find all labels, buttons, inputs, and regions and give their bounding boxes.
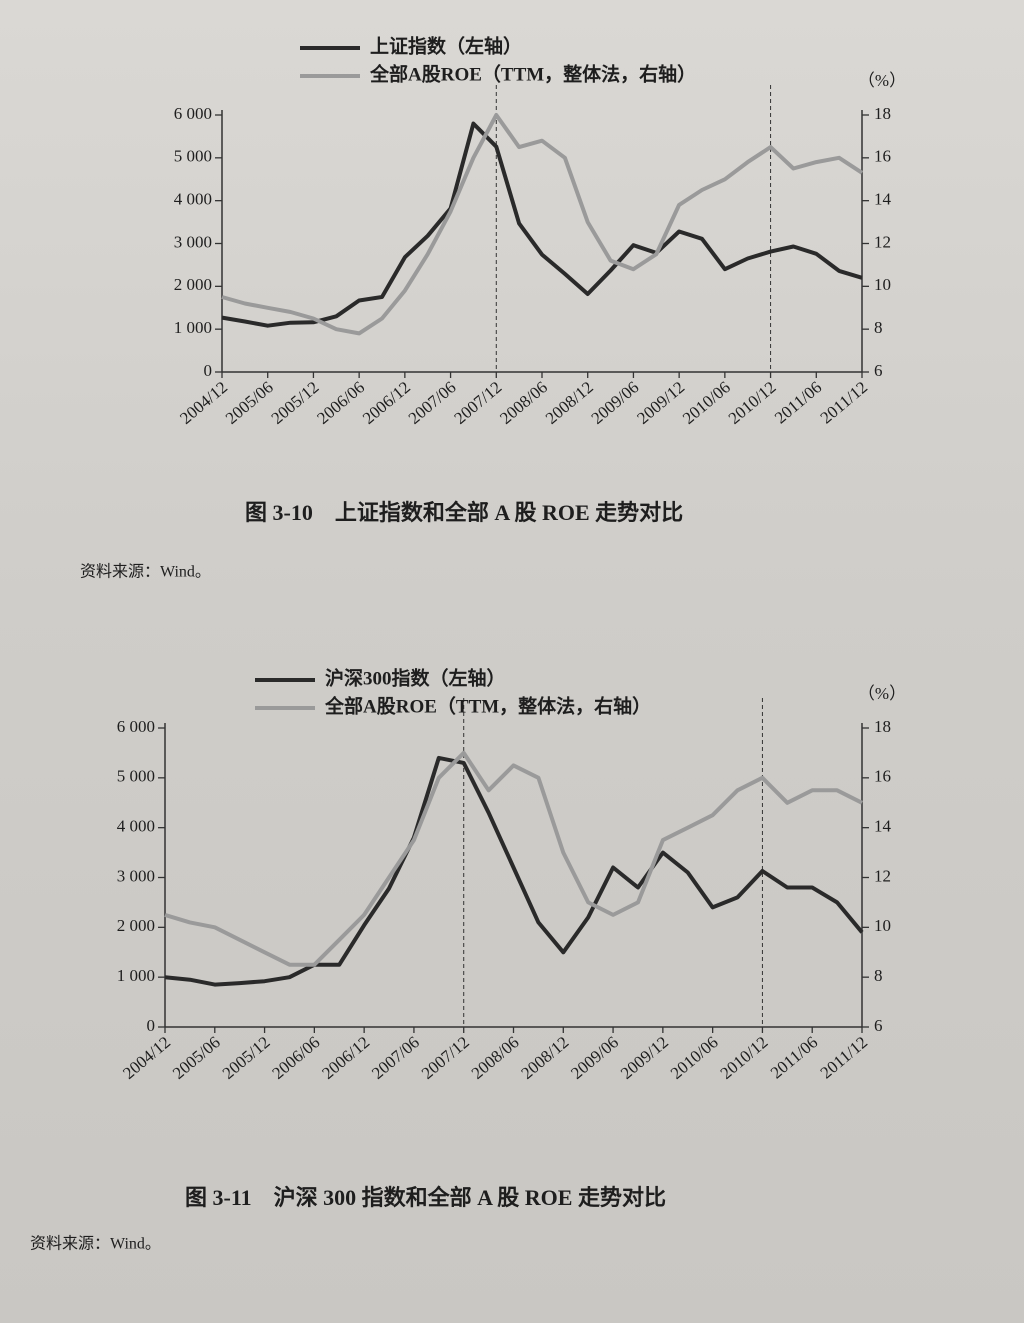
x-tick-label: 2009/06 <box>588 378 643 428</box>
y2-tick-label: 14 <box>874 190 892 209</box>
y-tick-label: 0 <box>147 1016 156 1035</box>
x-tick-label: 2005/12 <box>219 1033 274 1083</box>
x-tick-label: 2005/06 <box>222 378 277 428</box>
y-tick-label: 1 000 <box>117 966 155 985</box>
y-tick-label: 0 <box>204 361 213 380</box>
x-tick-label: 2007/06 <box>405 378 460 428</box>
y2-tick-label: 16 <box>874 147 891 166</box>
x-tick-label: 2004/12 <box>119 1033 174 1083</box>
series-line <box>221 121 863 328</box>
x-tick-label: 2009/06 <box>567 1033 622 1083</box>
y-tick-label: 2 000 <box>117 916 155 935</box>
x-tick-label: 2007/12 <box>450 378 505 428</box>
x-tick-label: 2008/06 <box>496 378 551 428</box>
x-tick-label: 2008/12 <box>517 1033 572 1083</box>
x-tick-label: 2011/06 <box>767 1033 821 1083</box>
source-note: 资料来源：Wind。 <box>30 1235 161 1253</box>
x-tick-label: 2005/06 <box>169 1033 224 1083</box>
y-tick-label: 1 000 <box>174 318 212 337</box>
x-tick-label: 2005/12 <box>268 378 323 428</box>
x-tick-label: 2007/12 <box>418 1033 473 1083</box>
x-tick-label: 2009/12 <box>617 1033 672 1083</box>
y2-tick-label: 10 <box>874 275 891 294</box>
y-tick-label: 3 000 <box>174 232 212 251</box>
y2-tick-label: 12 <box>874 866 891 885</box>
series-line <box>164 755 864 987</box>
figure-caption: 图 3-10 上证指数和全部 A 股 ROE 走势对比 <box>245 500 683 525</box>
x-tick-label: 2011/06 <box>771 378 825 428</box>
y-tick-label: 2 000 <box>174 275 212 294</box>
x-tick-label: 2008/06 <box>468 1033 523 1083</box>
x-tick-label: 2006/12 <box>318 1033 373 1083</box>
x-tick-label: 2007/06 <box>368 1033 423 1083</box>
legend-label: 全部A股ROE（TTM，整体法，右轴） <box>369 62 696 85</box>
x-tick-label: 2010/06 <box>679 378 734 428</box>
x-tick-label: 2010/12 <box>725 378 780 428</box>
series-line <box>221 113 864 336</box>
legend-label: 上证指数（左轴） <box>370 34 522 57</box>
series-line <box>164 750 863 967</box>
y2-tick-label: 8 <box>874 318 883 337</box>
y2-axis-label: （%） <box>858 684 906 703</box>
x-tick-label: 2011/12 <box>817 1033 871 1083</box>
y-tick-label: 5 000 <box>174 147 212 166</box>
y2-tick-label: 14 <box>874 817 892 836</box>
legend-label: 沪深300指数（左轴） <box>325 666 506 689</box>
figure-caption: 图 3-11 沪深 300 指数和全部 A 股 ROE 走势对比 <box>185 1185 666 1210</box>
y2-tick-label: 6 <box>874 1016 883 1035</box>
x-tick-label: 2008/12 <box>542 378 597 428</box>
y-tick-label: 4 000 <box>174 190 212 209</box>
y-tick-label: 3 000 <box>117 866 155 885</box>
x-tick-label: 2006/12 <box>359 378 414 428</box>
legend-label: 全部A股ROE（TTM，整体法，右轴） <box>324 694 651 717</box>
y-tick-label: 4 000 <box>117 817 155 836</box>
y-tick-label: 6 000 <box>174 104 212 123</box>
x-tick-label: 2006/06 <box>313 378 368 428</box>
y2-tick-label: 18 <box>874 104 891 123</box>
x-tick-label: 2010/12 <box>717 1033 772 1083</box>
x-tick-label: 2011/12 <box>817 378 871 428</box>
source-note: 资料来源：Wind。 <box>80 563 211 581</box>
y-tick-label: 6 000 <box>117 717 155 736</box>
x-tick-label: 2010/06 <box>667 1033 722 1083</box>
y2-axis-label: （%） <box>858 71 906 90</box>
x-tick-label: 2004/12 <box>176 378 231 428</box>
y-tick-label: 5 000 <box>117 767 155 786</box>
y2-tick-label: 12 <box>874 232 891 251</box>
y2-tick-label: 16 <box>874 767 891 786</box>
y2-tick-label: 6 <box>874 361 883 380</box>
y2-tick-label: 8 <box>874 966 883 985</box>
x-tick-label: 2009/12 <box>633 378 688 428</box>
x-tick-label: 2006/06 <box>269 1033 324 1083</box>
y2-tick-label: 18 <box>874 717 891 736</box>
y2-tick-label: 10 <box>874 916 891 935</box>
